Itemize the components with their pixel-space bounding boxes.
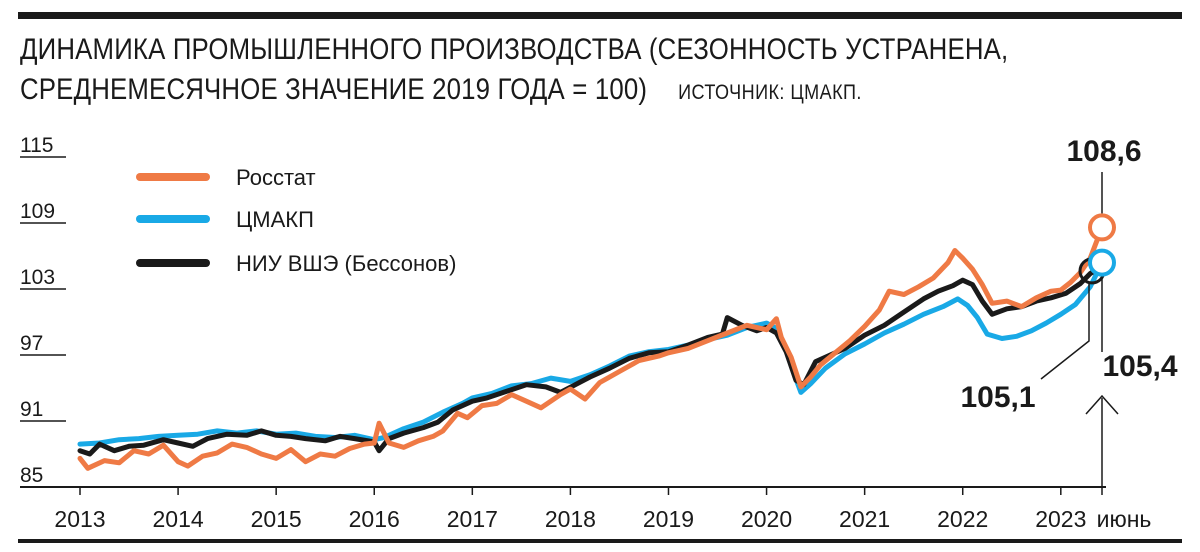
legend-label-hse: НИУ ВШЭ (Бессонов): [236, 251, 456, 276]
chart-title-line-2-text: СРЕДНЕМЕСЯЧНОЕ ЗНАЧЕНИЕ 2019 ГОДА = 100): [20, 73, 648, 106]
x-tick-label: 2014: [152, 506, 203, 532]
top-rule: [18, 12, 1182, 19]
end-label-rosstat: 108,6: [1066, 135, 1141, 168]
end-label-cmakp: 105,4: [1102, 350, 1177, 383]
x-tick-label: июнь: [1097, 506, 1152, 532]
x-tick-label: 2017: [447, 506, 498, 532]
x-tick-label: 2021: [839, 506, 890, 532]
end-marker-rosstat: [1088, 213, 1116, 242]
end-leader-hse: [1040, 283, 1090, 380]
x-tick-label: 2016: [349, 506, 400, 532]
bottom-rule: [18, 539, 1182, 543]
y-tick-label: 97: [20, 332, 43, 355]
june-arrow-head: [1085, 394, 1119, 415]
x-tick-label: 2020: [741, 506, 792, 532]
legend-label-cmakp: ЦМАКП: [236, 207, 314, 232]
end-label-hse: 105,1: [960, 381, 1035, 414]
y-tick-label: 91: [20, 398, 43, 421]
y-tick-label: 115: [20, 134, 53, 157]
y-tick-label: 109: [20, 200, 55, 223]
series-line-hse: [77, 263, 1105, 457]
end-marker-cmakp: [1088, 248, 1116, 277]
source-note: ИСТОЧНИК: ЦМАКП.: [678, 81, 862, 104]
x-tick-label: 2013: [54, 506, 105, 532]
y-tick-label: 85: [20, 464, 43, 487]
legend-label-rosstat: Росстат: [236, 165, 316, 190]
x-tick-label: 2015: [251, 506, 302, 532]
x-tick-label: 2018: [545, 506, 596, 532]
chart-title: ДИНАМИКА ПРОМЫШЛЕННОГО ПРОИЗВОДСТВА (СЕЗ…: [20, 30, 1009, 113]
chart-title-line-1: ДИНАМИКА ПРОМЫШЛЕННОГО ПРОИЗВОДСТВА (СЕЗ…: [20, 33, 1009, 66]
chart-title-line-2: СРЕДНЕМЕСЯЧНОЕ ЗНАЧЕНИЕ 2019 ГОДА = 100)…: [20, 70, 966, 113]
y-tick-label: 103: [20, 266, 55, 289]
x-tick-label: 2022: [937, 506, 988, 532]
x-tick-label: 2019: [643, 506, 694, 532]
x-tick-label: 2023: [1035, 506, 1086, 532]
series-line-rosstat: [77, 224, 1105, 471]
